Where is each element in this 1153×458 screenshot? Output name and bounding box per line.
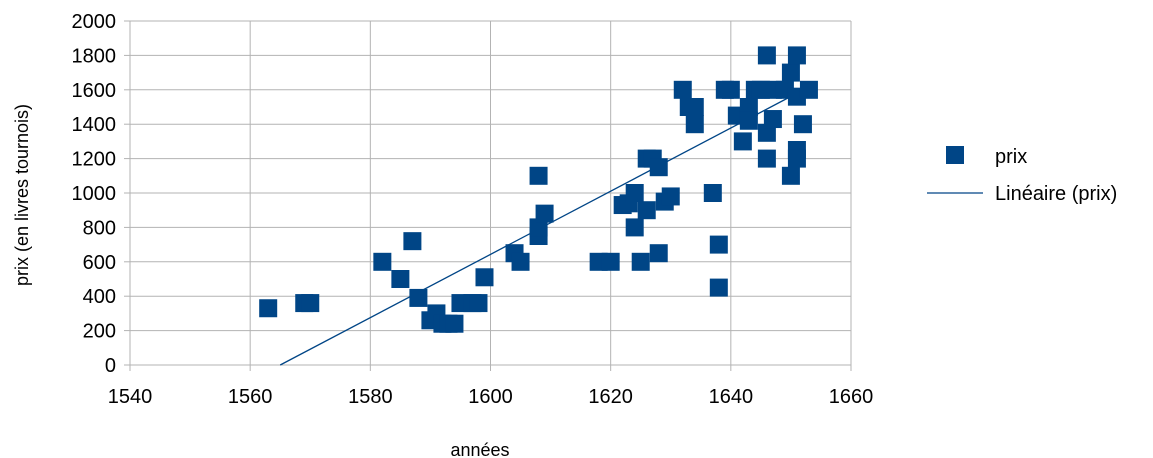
data-points <box>259 46 818 333</box>
data-point <box>787 46 806 65</box>
x-tick-label: 1540 <box>108 386 153 408</box>
y-tick-label: 1000 <box>72 183 117 205</box>
axes <box>124 20 852 371</box>
legend-label-linear: Linéaire (prix) <box>995 183 1117 205</box>
data-point <box>637 201 656 220</box>
data-point <box>259 299 278 318</box>
data-point <box>649 244 668 263</box>
data-point <box>739 111 758 130</box>
data-point <box>793 115 812 134</box>
y-tick-label: 200 <box>83 321 116 343</box>
data-point <box>409 288 428 307</box>
data-point <box>535 204 554 223</box>
y-tick-label: 800 <box>83 217 116 239</box>
data-point <box>703 184 722 202</box>
data-point <box>757 46 776 65</box>
legend: prix Linéaire (prix) <box>927 146 1117 205</box>
y-tick-label: 1800 <box>72 45 117 67</box>
data-point <box>625 218 644 237</box>
y-tick-label: 400 <box>83 286 116 308</box>
y-tick-label: 1200 <box>72 149 117 171</box>
data-point <box>709 278 728 297</box>
x-tick-label: 1620 <box>588 386 633 408</box>
legend-marker-prix <box>946 146 964 164</box>
data-point <box>757 123 776 142</box>
data-point <box>685 115 704 134</box>
y-tick-label: 1600 <box>72 80 117 102</box>
data-point <box>511 252 530 271</box>
y-tick-label: 0 <box>105 355 116 377</box>
y-tick-label: 600 <box>83 252 116 274</box>
grid-lines <box>130 20 852 365</box>
data-point <box>739 98 758 116</box>
x-axis-title: années <box>450 440 509 458</box>
data-point <box>529 166 548 185</box>
data-point <box>625 184 644 202</box>
data-point <box>445 314 464 333</box>
y-axis-title: prix (en livres tournois) <box>12 104 32 286</box>
x-tick-label: 1600 <box>468 386 513 408</box>
data-point <box>649 158 668 177</box>
data-point <box>787 149 806 168</box>
y-tick-labels: 0 200 400 600 800 1000 1200 1400 1600 1800 2000 <box>72 11 117 377</box>
data-point <box>301 294 320 313</box>
data-point <box>475 268 494 287</box>
data-point <box>403 232 422 251</box>
data-point <box>631 252 650 271</box>
data-point <box>685 98 704 116</box>
data-point <box>373 252 392 271</box>
data-point <box>709 235 728 254</box>
x-tick-label: 1640 <box>709 386 754 408</box>
data-point <box>601 252 620 271</box>
data-point <box>469 294 488 313</box>
data-point <box>763 110 782 129</box>
data-point <box>781 166 800 185</box>
x-tick-label: 1660 <box>829 386 874 408</box>
legend-label-prix: prix <box>995 146 1027 168</box>
data-point <box>529 218 548 237</box>
y-tick-label: 2000 <box>72 11 117 33</box>
data-point <box>799 80 818 99</box>
data-point <box>661 187 680 206</box>
data-point <box>721 80 740 99</box>
x-tick-label: 1580 <box>348 386 393 408</box>
data-point <box>733 132 752 151</box>
x-tick-labels: 1540 1560 1580 1600 1620 1640 1660 <box>108 386 874 408</box>
y-tick-label: 1400 <box>72 114 117 136</box>
x-tick-label: 1560 <box>228 386 273 408</box>
data-point <box>757 149 776 168</box>
data-point <box>781 63 800 82</box>
data-point <box>673 80 692 99</box>
data-point <box>391 270 410 288</box>
